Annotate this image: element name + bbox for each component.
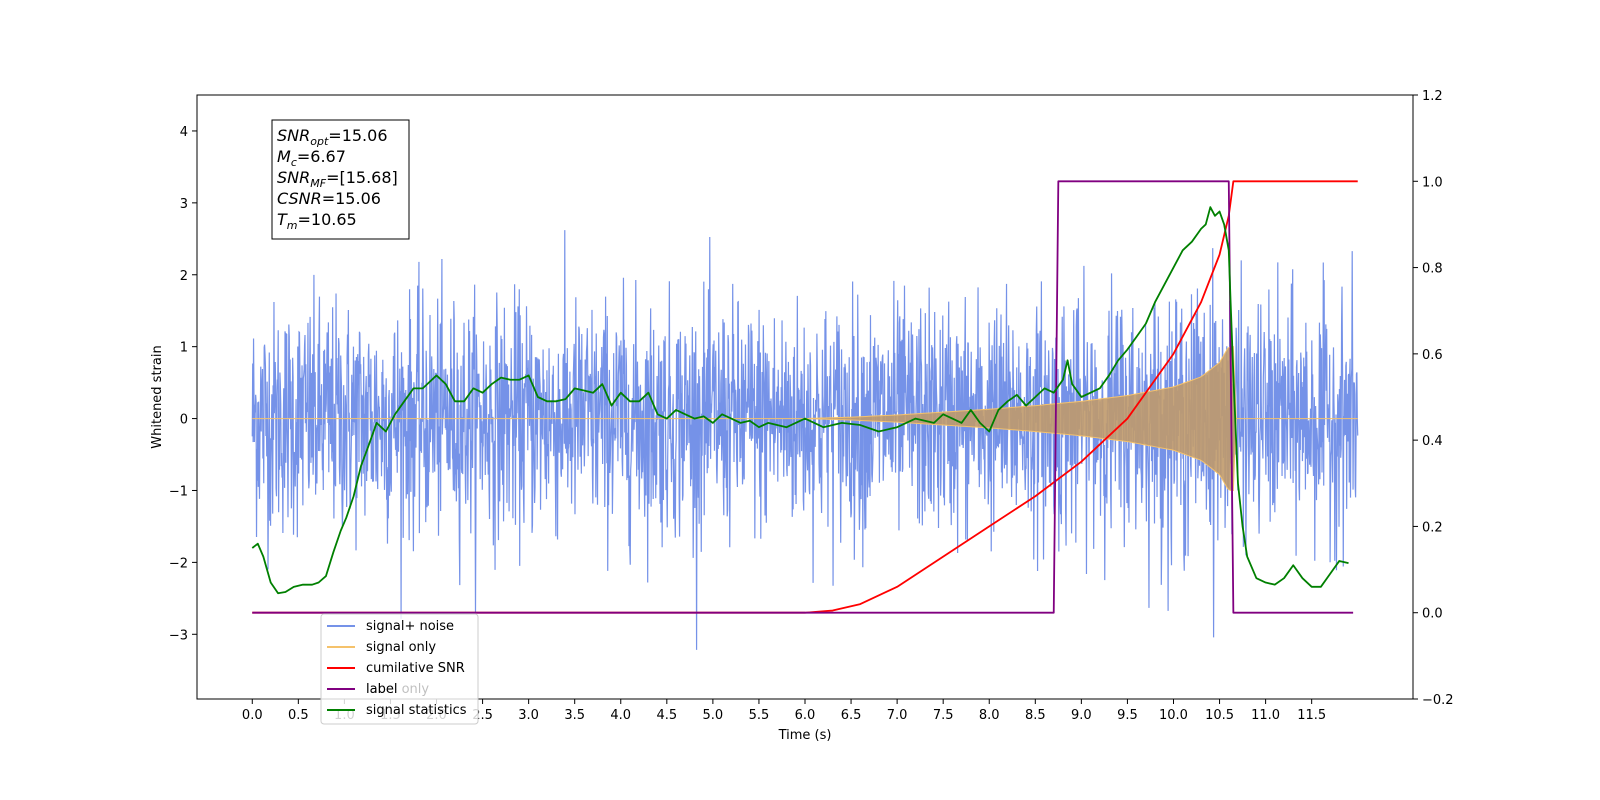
y-axis-ticks: −3 −2 −1 0 1 2 3 4 <box>169 125 197 643</box>
x-tick-label: 9.0 <box>1071 708 1092 723</box>
right-y-tick-label: −0.2 <box>1422 693 1454 708</box>
x-tick-label: 3.5 <box>564 708 585 723</box>
x-tick-label: 7.5 <box>933 708 954 723</box>
legend-entry-label: label <box>366 682 397 697</box>
plot-area <box>251 180 1359 650</box>
y-tick-label: −1 <box>169 484 188 499</box>
legend-hidden-label: label only <box>366 682 429 697</box>
x-tick-label: 11.5 <box>1297 708 1326 723</box>
annotation-line: CSNR=15.06 <box>277 189 381 208</box>
right-y-tick-label: 1.0 <box>1422 175 1443 190</box>
x-tick-label: 5.5 <box>749 708 770 723</box>
x-tick-label: 3.0 <box>518 708 539 723</box>
legend-entry-label: signal statistics <box>366 703 467 718</box>
right-y-tick-label: 0.8 <box>1422 262 1443 277</box>
y-tick-label: 0 <box>180 413 188 428</box>
right-y-tick-label: 0.2 <box>1422 520 1443 535</box>
series-cumilative-snr-line <box>252 180 1358 614</box>
x-tick-label: 5.0 <box>703 708 724 723</box>
right-y-tick-label: 0.0 <box>1422 607 1443 622</box>
x-axis-label: Time (s) <box>778 728 832 743</box>
legend-frame <box>320 613 479 725</box>
annotation-line: SNRMF=[15.68] <box>277 168 398 190</box>
x-tick-label: 8.5 <box>1025 708 1046 723</box>
legend-entry-label: signal only <box>366 640 436 655</box>
y-tick-label: −3 <box>169 628 188 643</box>
legend-entry-label: cumilative SNR <box>366 661 465 676</box>
x-tick-label: 6.5 <box>841 708 862 723</box>
legend: label only signal+ noise signal only cumila… <box>320 613 479 725</box>
annotation-box-frame <box>271 119 410 240</box>
series-signal-statistics-line <box>251 206 1349 595</box>
x-tick-label: 0.5 <box>288 708 309 723</box>
x-tick-label: 10.0 <box>1159 708 1188 723</box>
y-tick-label: 4 <box>180 125 188 140</box>
right-y-tick-label: 0.6 <box>1422 348 1443 363</box>
annotation-line: Mc=6.67 <box>277 147 346 169</box>
right-y-tick-label: 0.4 <box>1422 434 1443 449</box>
right-y-axis-ticks: −0.2 0.0 0.2 0.4 0.6 0.8 1.0 1.2 <box>1413 89 1454 708</box>
x-tick-label: 0.0 <box>242 708 263 723</box>
annotation-line: SNRopt=15.06 <box>277 126 388 148</box>
right-y-tick-label: 1.2 <box>1422 89 1443 104</box>
annotation-line: Tm=10.65 <box>277 210 357 232</box>
x-tick-label: 4.5 <box>656 708 677 723</box>
x-tick-label: 7.0 <box>887 708 908 723</box>
y-tick-label: −2 <box>169 556 188 571</box>
series-label-line <box>252 180 1354 614</box>
stats-annotation-box: SNRopt=15.06Mc=6.67SNRMF=[15.68]CSNR=15.… <box>271 119 410 240</box>
x-tick-label: 9.5 <box>1117 708 1138 723</box>
y-tick-label: 3 <box>180 197 188 212</box>
legend-entry-label: signal+ noise <box>366 619 454 634</box>
x-tick-label: 4.0 <box>610 708 631 723</box>
series-signal-only-area <box>252 346 1358 491</box>
x-tick-label: 8.0 <box>979 708 1000 723</box>
x-tick-label: 10.5 <box>1205 708 1234 723</box>
x-tick-label: 11.0 <box>1251 708 1280 723</box>
y-axis-label: Whitened strain <box>150 345 165 448</box>
y-tick-label: 2 <box>180 269 188 284</box>
y-tick-label: 1 <box>180 341 188 356</box>
x-tick-label: 6.0 <box>795 708 816 723</box>
